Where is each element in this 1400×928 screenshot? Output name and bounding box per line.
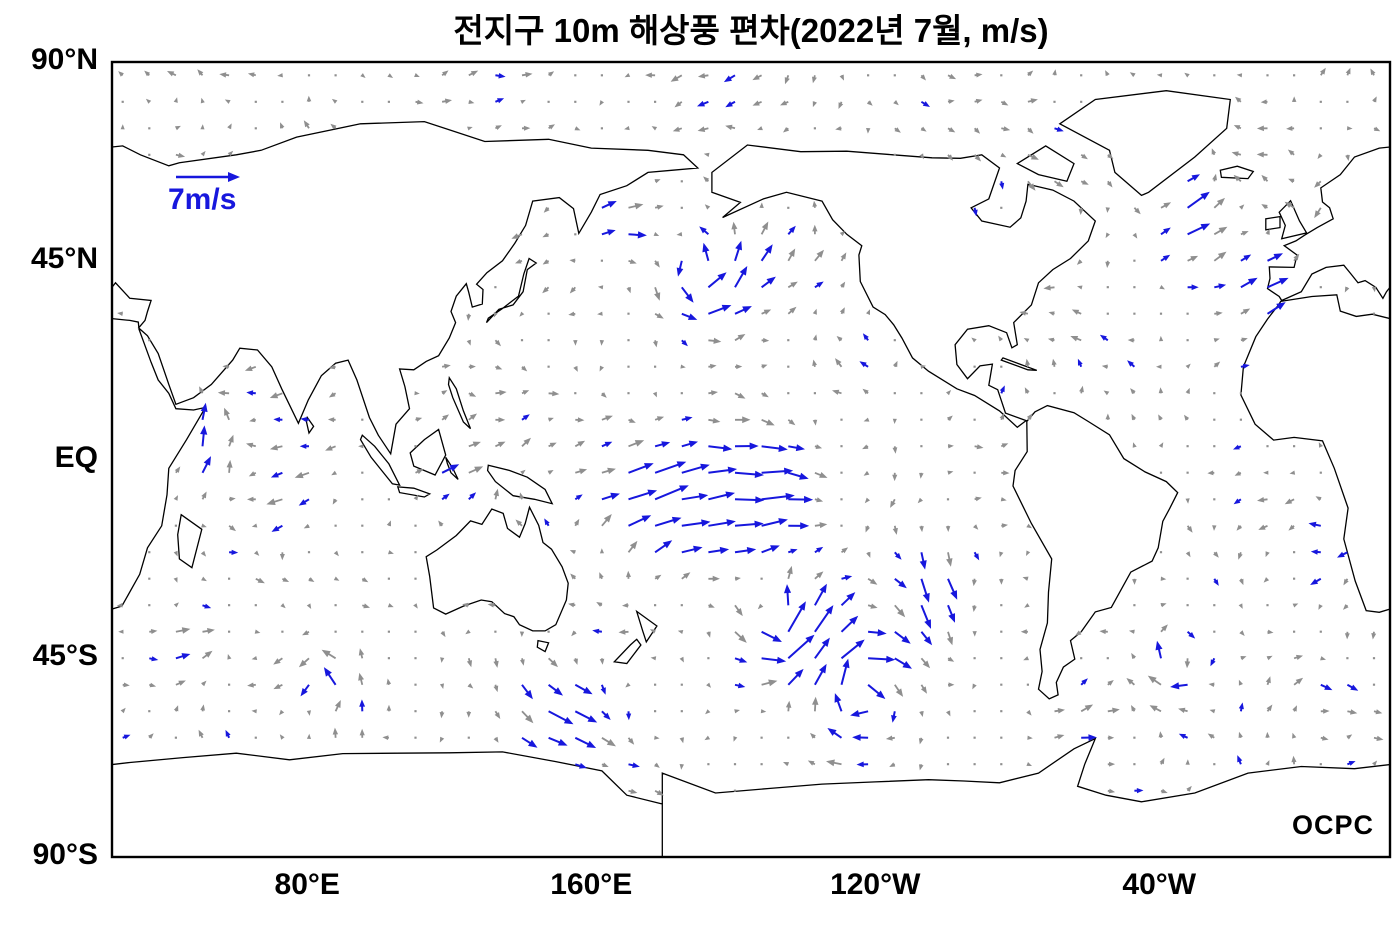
reference-arrow-label: 7m/s (168, 183, 237, 216)
y-tick-label: 90°N (30, 43, 98, 76)
coastlines (112, 90, 1390, 857)
map-frame (110, 60, 1392, 859)
x-tick-label: 80°E (274, 868, 340, 901)
x-tick-label: 120°W (830, 868, 921, 901)
y-tick-label: 45°N (30, 241, 98, 275)
wind-vectors (116, 67, 1384, 796)
x-tick-label: 160°E (550, 868, 633, 901)
reference-arrow-icon (176, 172, 240, 182)
ocpc-logo: OCPC (1292, 810, 1375, 840)
chart-title: 전지구 10m 해상풍 편차(2022년 7월, m/s) (453, 12, 1049, 49)
y-tick-label: 90°S (32, 838, 98, 871)
x-tick-label: 40°W (1122, 868, 1197, 901)
y-tick-label: 45°S (32, 639, 98, 673)
y-tick-label: EQ (54, 440, 98, 474)
